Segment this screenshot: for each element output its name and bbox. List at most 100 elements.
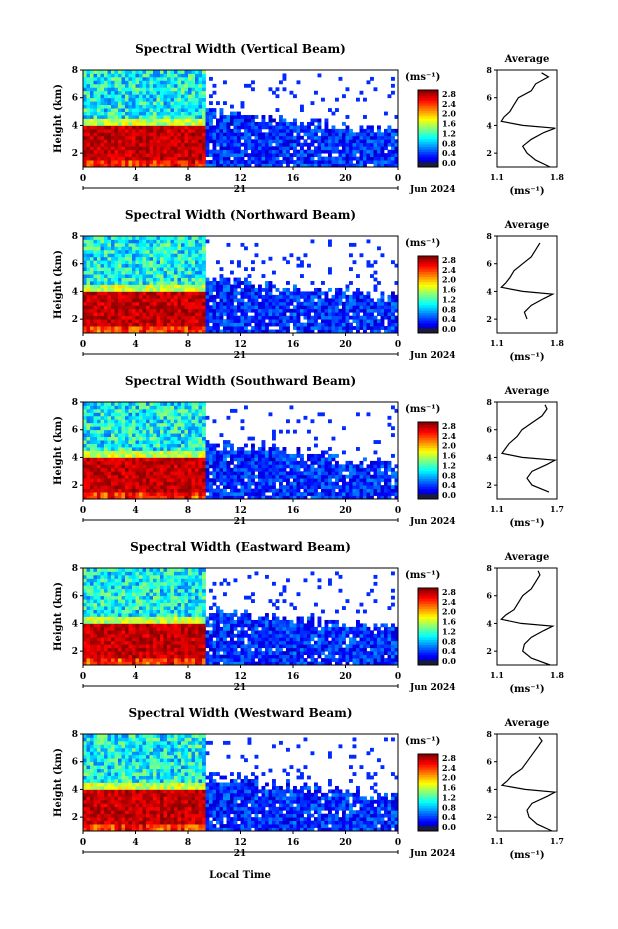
heatmap-cell [345,163,350,168]
heatmap-cell [107,322,112,327]
heatmap-cell [380,326,385,330]
heatmap-cell [226,440,231,444]
heatmap-cell [202,281,206,285]
heatmap-cell [121,443,126,448]
heatmap-cell [272,492,276,496]
heatmap-cell [121,149,126,154]
heatmap-cell [118,149,122,154]
heatmap-cell [114,135,119,140]
heatmap-cell [188,249,192,254]
heatmap-cell [128,301,133,306]
heatmap-cell [188,267,192,272]
heatmap-cell [132,305,136,310]
heatmap-cell [282,118,287,123]
heatmap-cell [282,485,287,489]
heatmap-cell [279,149,283,154]
heatmap-cell [310,153,315,157]
colorbar-segment [418,95,438,99]
heatmap-cell [163,281,168,285]
heatmap-cell [118,415,122,420]
heatmap-cell [209,125,213,130]
heatmap-cell [212,319,217,323]
heatmap-cell [198,422,203,427]
heatmap-cell [111,474,115,479]
heatmap-cell [142,101,147,106]
heatmap-cell [167,412,171,417]
heatmap-cell [132,139,136,144]
heatmap-cell [128,294,133,299]
heatmap-cell [391,128,395,133]
heatmap-cell [100,447,105,451]
heatmap-cell [139,256,143,261]
heatmap-cell [293,488,297,493]
heatmap-cell [317,139,322,144]
heatmap-cell [223,146,227,151]
heatmap-cell [83,163,87,168]
heatmap-cell [310,301,315,306]
heatmap-cell [86,329,91,334]
heatmap-cell [135,402,140,406]
heatmap-cell [156,402,161,406]
heatmap-cell [83,429,87,434]
heatmap-cell [296,329,301,334]
heatmap-cell [261,447,266,451]
heatmap-cell [142,236,147,240]
heatmap-cell [338,301,343,306]
heatmap-cell [342,128,346,133]
heatmap-cell [111,305,115,310]
heatmap-cell [195,104,199,109]
heatmap-cell [314,319,318,323]
heatmap-cell [114,239,119,244]
heatmap-cell [97,83,101,88]
heatmap-cell [317,294,322,299]
heatmap-cell [153,139,157,144]
heatmap-cell [282,291,287,296]
heatmap-cell [132,277,136,282]
heatmap-cell [170,405,175,410]
heatmap-cell [286,146,290,151]
heatmap-cell [181,281,185,285]
heatmap-cell [370,156,374,161]
heatmap-cell [118,443,122,448]
heatmap-cell [121,118,126,123]
heatmap-cell [97,118,101,123]
heatmap-cell [240,149,245,154]
heatmap-cell [247,453,252,458]
heatmap-cell [198,146,203,151]
heatmap-cell [135,146,140,151]
heatmap-cell [153,481,157,486]
heatmap-cell [286,495,290,500]
heatmap-cell [303,467,308,472]
heatmap-cell [90,270,94,275]
heatmap-cell [146,236,150,240]
heatmap-cell [338,132,343,137]
heatmap-cell [125,274,129,278]
heatmap-cell [181,249,185,254]
heatmap-cell [132,149,136,154]
heatmap-cell [83,142,87,147]
heatmap-cell [128,76,133,81]
heatmap-cell [167,267,171,272]
heatmap-cell [279,146,283,151]
heatmap-cell [310,101,315,106]
colorbar-tick-label: 0.8 [442,138,456,148]
heatmap-cell [160,101,164,106]
heatmap-cell [370,326,374,330]
heatmap-cell [205,326,210,330]
heatmap-cell [142,419,147,424]
heatmap-cell [167,263,171,268]
heatmap-cell [391,90,395,95]
heatmap-cell [97,450,101,455]
heatmap-cell [345,149,350,154]
heatmap-cell [86,419,91,424]
heatmap-cell [114,433,119,438]
heatmap-cell [104,471,108,476]
heatmap-cell [114,104,119,109]
heatmap-cell [223,163,227,168]
heatmap-cell [125,256,129,261]
heatmap-cell [93,239,98,244]
heatmap-cell [261,443,266,448]
heatmap-cell [251,481,255,486]
heatmap-cell [107,94,112,99]
heatmap-cell [202,70,206,74]
